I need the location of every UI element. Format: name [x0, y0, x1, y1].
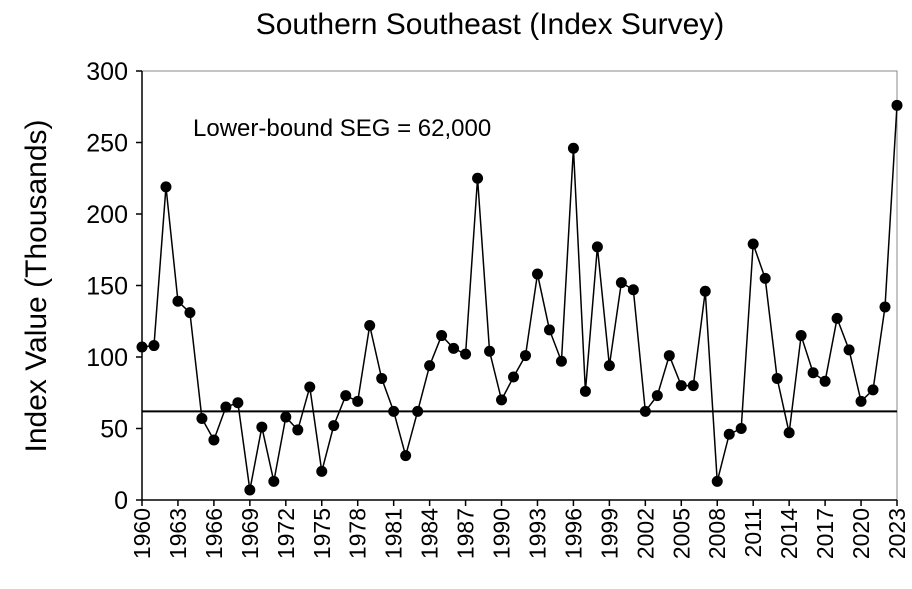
- x-tick-label: 2017: [812, 508, 838, 559]
- data-point: [555, 355, 567, 367]
- data-point: [352, 395, 364, 407]
- data-point: [795, 330, 807, 342]
- data-point: [735, 423, 747, 434]
- x-tick-label: 2008: [704, 508, 730, 559]
- data-point: [519, 350, 531, 362]
- data-point: [639, 405, 651, 417]
- data-point: [280, 411, 292, 423]
- y-tick-label: 250: [86, 130, 128, 158]
- data-point: [687, 380, 699, 392]
- chart-title: Southern Southeast (Index Survey): [256, 8, 725, 41]
- data-point: [256, 421, 268, 433]
- data-point: [148, 340, 160, 352]
- data-point: [615, 277, 627, 289]
- x-tick-label: 1987: [453, 508, 479, 559]
- x-tick-label: 2011: [740, 508, 766, 557]
- x-tick-label: 1969: [237, 508, 263, 559]
- x-tick-label: 1975: [309, 508, 335, 559]
- data-point: [376, 372, 388, 384]
- data-point: [412, 405, 424, 417]
- data-point: [436, 330, 448, 342]
- annotation: Lower-bound SEG = 62,000: [193, 115, 491, 142]
- data-point: [400, 450, 412, 462]
- data-point: [172, 295, 184, 307]
- y-tick-label: 200: [86, 201, 128, 229]
- data-point: [867, 384, 879, 396]
- data-point: [723, 428, 735, 440]
- data-point: [783, 427, 795, 439]
- data-point: [675, 380, 687, 392]
- data-point: [831, 312, 843, 324]
- x-tick-label: 1990: [489, 508, 515, 559]
- x-tick-label: 2005: [668, 508, 694, 559]
- data-point: [364, 320, 376, 332]
- data-point: [184, 307, 196, 319]
- data-point: [460, 348, 472, 360]
- x-tick-label: 2023: [884, 508, 910, 559]
- data-point: [220, 401, 232, 413]
- data-point: [328, 420, 340, 432]
- data-point: [448, 342, 460, 354]
- y-tick-label: 300: [86, 58, 128, 86]
- data-point: [603, 360, 615, 372]
- data-point: [711, 475, 723, 487]
- x-tick-label: 1966: [201, 508, 227, 559]
- data-point: [531, 268, 543, 280]
- data-point: [699, 285, 711, 297]
- x-tick-label: 1993: [524, 508, 550, 559]
- data-point: [340, 390, 352, 402]
- data-point: [304, 381, 316, 393]
- data-point: [244, 484, 256, 496]
- data-point: [591, 241, 603, 253]
- data-point: [891, 99, 903, 111]
- x-tick-label: 2014: [776, 508, 802, 559]
- data-point: [651, 390, 663, 402]
- data-point: [543, 324, 555, 336]
- data-point: [268, 475, 280, 487]
- data-point: [292, 424, 304, 436]
- x-tick-label: 2020: [848, 508, 874, 559]
- data-point: [879, 301, 891, 313]
- x-tick-label: 1963: [165, 508, 191, 559]
- x-tick-label: 1996: [560, 508, 586, 559]
- y-axis-label: Index Value (Thousands): [20, 120, 53, 453]
- data-point: [496, 394, 508, 406]
- data-point: [855, 395, 867, 407]
- data-point: [759, 272, 771, 284]
- data-point: [508, 371, 520, 383]
- x-tick-label: 1984: [417, 508, 443, 559]
- data-point: [807, 367, 819, 379]
- data-point: [663, 350, 675, 362]
- data-line: [141, 105, 898, 491]
- x-tick-label: 2002: [632, 508, 658, 559]
- data-point: [424, 360, 436, 372]
- data-point: [208, 434, 220, 446]
- data-point: [747, 238, 759, 250]
- x-tick-label: 1960: [129, 508, 155, 559]
- data-point: [136, 341, 148, 353]
- data-point: [160, 181, 172, 193]
- data-point: [472, 172, 484, 184]
- x-tick-label: 1999: [596, 508, 622, 559]
- data-point: [843, 344, 855, 356]
- data-point: [819, 375, 831, 387]
- x-tick-label: 1972: [273, 508, 299, 559]
- y-tick-label: 150: [86, 273, 128, 301]
- data-point: [484, 345, 496, 357]
- data-point: [316, 465, 328, 477]
- y-tick-label: 0: [114, 487, 128, 515]
- data-point: [627, 284, 639, 296]
- x-tick-label: 1978: [345, 508, 371, 559]
- x-tick-label: 1981: [381, 508, 407, 559]
- data-point: [196, 412, 208, 424]
- y-tick-label: 50: [100, 416, 128, 444]
- y-tick-label: 100: [86, 344, 128, 372]
- data-point: [771, 372, 783, 384]
- data-point: [567, 142, 579, 154]
- data-point: [388, 405, 400, 417]
- data-point: [232, 397, 244, 409]
- data-point: [579, 385, 591, 397]
